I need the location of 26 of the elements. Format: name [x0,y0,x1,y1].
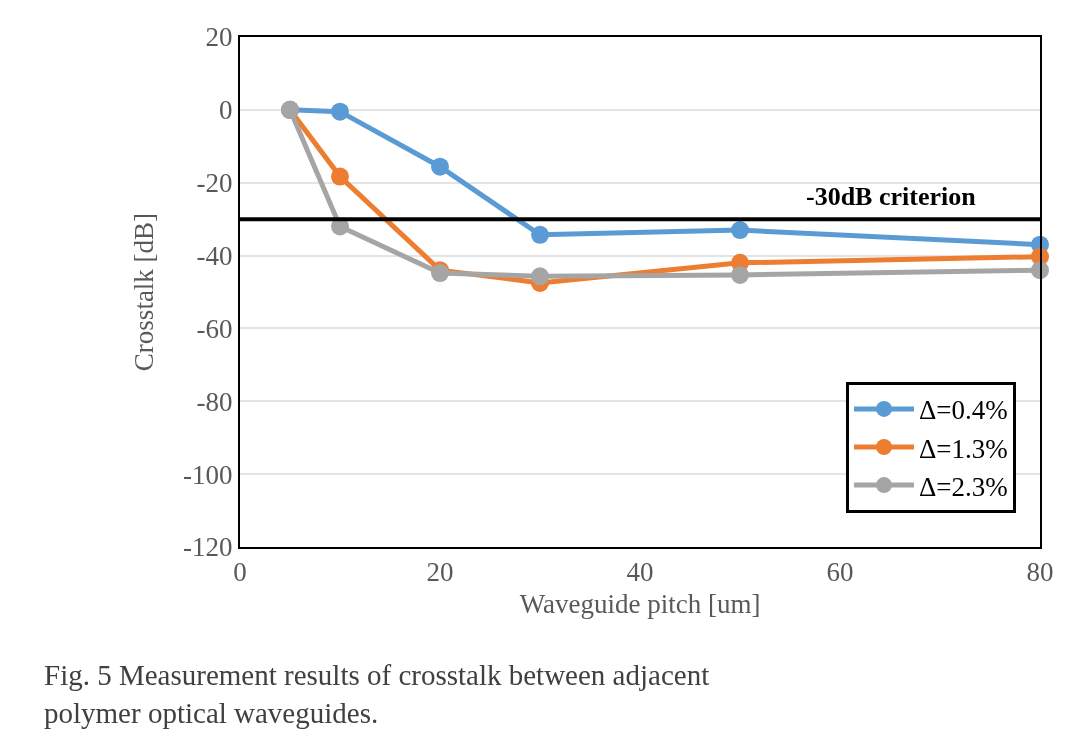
legend-label: Δ=0.4% [919,395,1008,426]
caption: Fig. 5 Measurement results of crosstalk between adjacent polymer optical waveguides. [44,659,710,729]
x-tick-label: 60 [826,557,854,588]
y-tick-label: -20 [196,168,233,199]
point [531,267,549,286]
point [331,167,349,186]
y-tick-label: -60 [196,313,233,344]
y-tick-label: -40 [196,241,233,272]
point [731,265,749,284]
y-tick-label: 20 [205,22,233,53]
point [731,221,749,240]
y-axis-title: Crosstalk [dB] [128,212,159,372]
x-tick-label: 80 [1026,557,1054,588]
y-tick-label: -120 [183,532,233,563]
point [331,102,349,121]
x-axis-title: Waveguide pitch [um] [519,589,761,620]
point [531,225,549,244]
ref-line-label: -30dB criterion [806,182,977,211]
y-tick-label: 0 [219,95,233,126]
legend-label: Δ=1.3% [919,433,1008,464]
y-tick-label: -80 [196,386,233,417]
y-tick-label: -100 [183,459,233,490]
legend-label: Δ=2.3% [919,471,1008,502]
x-tick-label: 40 [626,557,654,588]
point [431,157,449,176]
x-tick-label: 20 [426,557,454,588]
